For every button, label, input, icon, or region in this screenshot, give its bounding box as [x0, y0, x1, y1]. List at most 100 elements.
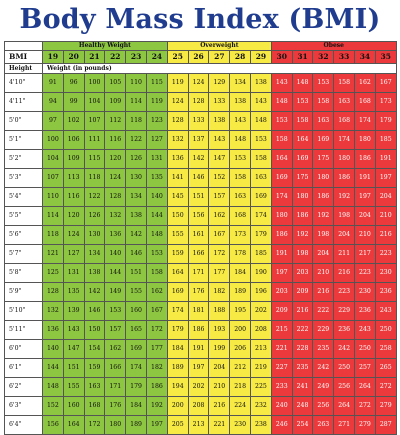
height-cell: 6'0" — [4, 339, 43, 359]
weight-cell: 143 — [250, 92, 272, 112]
weight-cell: 180 — [354, 130, 376, 150]
weight-cell: 135 — [62, 282, 85, 302]
weight-cell: 179 — [374, 111, 397, 131]
weight-cell: 128 — [104, 187, 127, 207]
weight-cell: 265 — [374, 358, 397, 378]
weight-cell: 173 — [229, 225, 252, 245]
weight-cell: 182 — [208, 282, 231, 302]
weight-cell: 242 — [333, 339, 356, 359]
weight-cell: 192 — [333, 187, 356, 207]
weight-cell: 224 — [229, 396, 252, 416]
weight-cell: 203 — [270, 282, 293, 302]
weight-cell: 174 — [166, 301, 189, 321]
weight-cell: 216 — [333, 263, 356, 283]
weight-cell: 136 — [42, 320, 64, 340]
weight-cell: 191 — [270, 244, 293, 264]
weight-cell: 171 — [187, 263, 210, 283]
weight-cell: 130 — [125, 168, 147, 188]
weight-cell: 216 — [291, 301, 314, 321]
weight-cell: 153 — [229, 149, 252, 169]
weight-cell: 204 — [333, 225, 356, 245]
weight-cell: 141 — [166, 168, 189, 188]
weight-cell: 240 — [270, 396, 293, 416]
weight-cell: 151 — [62, 358, 85, 378]
weight-cell: 217 — [354, 244, 376, 264]
height-cell: 6'3" — [4, 396, 43, 416]
weight-cell: 161 — [187, 225, 210, 245]
weight-cell: 192 — [291, 225, 314, 245]
weight-cell: 140 — [42, 339, 64, 359]
weight-cell: 126 — [125, 149, 147, 169]
height-cell: 5'3" — [4, 168, 43, 188]
weight-cell: 174 — [125, 358, 147, 378]
chart-title: Body Mass Index (BMI) — [19, 4, 381, 35]
weight-cell: 221 — [208, 415, 231, 435]
weight-cell: 258 — [374, 339, 397, 359]
height-cell: 5'7" — [4, 244, 43, 264]
weight-cell: 107 — [83, 111, 106, 131]
weight-cell: 250 — [333, 358, 356, 378]
weight-cell: 250 — [374, 320, 397, 340]
weight-cell: 163 — [333, 92, 356, 112]
weight-cell: 116 — [104, 130, 127, 150]
weight-cell: 193 — [208, 320, 231, 340]
weight-cell: 219 — [250, 358, 272, 378]
weight-cell: 146 — [187, 168, 210, 188]
weight-cell: 186 — [312, 187, 335, 207]
category-healthy-weight: Healthy Weight — [42, 41, 168, 51]
weight-cell: 134 — [229, 73, 252, 93]
weight-cell: 162 — [145, 282, 168, 302]
weight-cell: 122 — [125, 130, 147, 150]
weight-cell: 229 — [312, 320, 335, 340]
weight-cell: 177 — [145, 339, 168, 359]
bmi-value-cell: 33 — [333, 50, 356, 64]
bmi-value-cell: 25 — [166, 50, 189, 64]
weight-cell: 191 — [354, 168, 376, 188]
weight-cell: 153 — [104, 301, 127, 321]
weight-cell: 96 — [62, 73, 85, 93]
weight-cell: 212 — [229, 358, 252, 378]
weight-cell: 223 — [374, 244, 397, 264]
weight-cell: 118 — [83, 168, 106, 188]
weight-cell: 157 — [104, 320, 127, 340]
weight-cell: 133 — [208, 92, 231, 112]
weight-cell: 100 — [83, 73, 106, 93]
weight-cell: 138 — [125, 206, 147, 226]
weight-cell: 213 — [250, 339, 272, 359]
weight-cell: 123 — [145, 111, 168, 131]
weight-cell: 180 — [270, 206, 293, 226]
weight-cell: 223 — [354, 263, 376, 283]
weight-cell: 169 — [250, 187, 272, 207]
weight-cell: 195 — [229, 301, 252, 321]
weight-cell: 126 — [83, 206, 106, 226]
weight-cell: 152 — [208, 168, 231, 188]
weight-cell: 256 — [333, 377, 356, 397]
table-row: 5'5" 114 120 126 132 138 144 150 156 162 168 174 180… — [4, 206, 397, 226]
weight-cell: 132 — [42, 301, 64, 321]
weight-cell: 227 — [270, 358, 293, 378]
weight-cell: 156 — [42, 415, 64, 435]
weight-cell: 148 — [250, 111, 272, 131]
height-cell: 5'6" — [4, 225, 43, 245]
weight-cell: 144 — [104, 263, 127, 283]
weight-cell: 250 — [354, 339, 376, 359]
weight-cell: 230 — [354, 282, 376, 302]
bmi-table: Healthy Weight Overweight Obese BMI 19 20 21 22… — [4, 41, 397, 435]
table-row: 6'4" 156 164 172 180 189 197 205 213 221 230 238 246… — [4, 415, 397, 435]
height-cell: 4'10" — [4, 73, 43, 93]
weight-cell: 162 — [208, 206, 231, 226]
weight-cell: 163 — [83, 377, 106, 397]
weight-cell: 272 — [354, 396, 376, 416]
weight-cell: 164 — [62, 415, 85, 435]
weight-cell: 198 — [333, 206, 356, 226]
weight-cell: 167 — [208, 225, 231, 245]
weight-cell: 218 — [229, 377, 252, 397]
table-row: 5'1" 100 106 111 116 122 127 132 137 143 148 153 158… — [4, 130, 397, 150]
table-row: 5'2" 104 109 115 120 126 131 136 142 147 153 158 164… — [4, 149, 397, 169]
height-cell: 6'4" — [4, 415, 43, 435]
weight-cell: 136 — [104, 225, 127, 245]
weight-cell: 242 — [312, 358, 335, 378]
bmi-value-cell: 22 — [104, 50, 127, 64]
weight-cell: 186 — [270, 225, 293, 245]
table-row: 5'11" 136 143 150 157 165 172 179 186 193 200 208 21… — [4, 320, 397, 340]
